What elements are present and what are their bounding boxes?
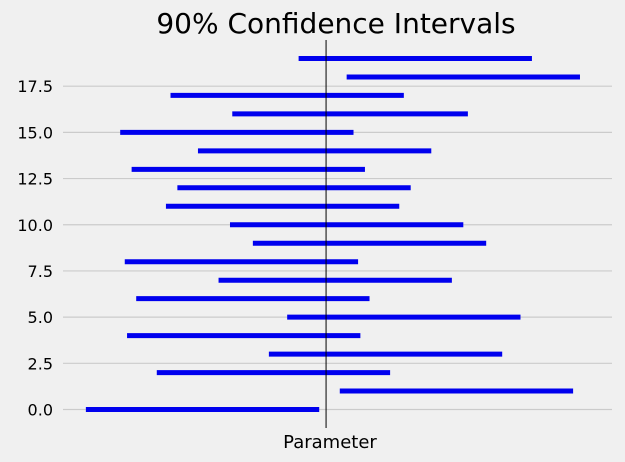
intervals	[85, 55, 580, 413]
y-tick-label: 0.0	[28, 401, 53, 420]
y-tick-label: 17.5	[17, 77, 53, 96]
y-tick-label: 15.0	[17, 123, 53, 142]
chart-title: 90% Confidence Intervals	[156, 7, 515, 40]
y-tick-label: 2.5	[28, 354, 53, 373]
x-axis-label: Parameter	[283, 432, 377, 453]
y-tick-label: 5.0	[28, 308, 53, 327]
y-tick-label: 10.0	[17, 216, 53, 235]
y-tick-label: 7.5	[28, 262, 53, 281]
y-tick-label: 12.5	[17, 170, 53, 189]
y-tick-labels: 0.0 2.5 5.0 7.5 10.0 12.5 15.0 17.5	[17, 77, 53, 419]
